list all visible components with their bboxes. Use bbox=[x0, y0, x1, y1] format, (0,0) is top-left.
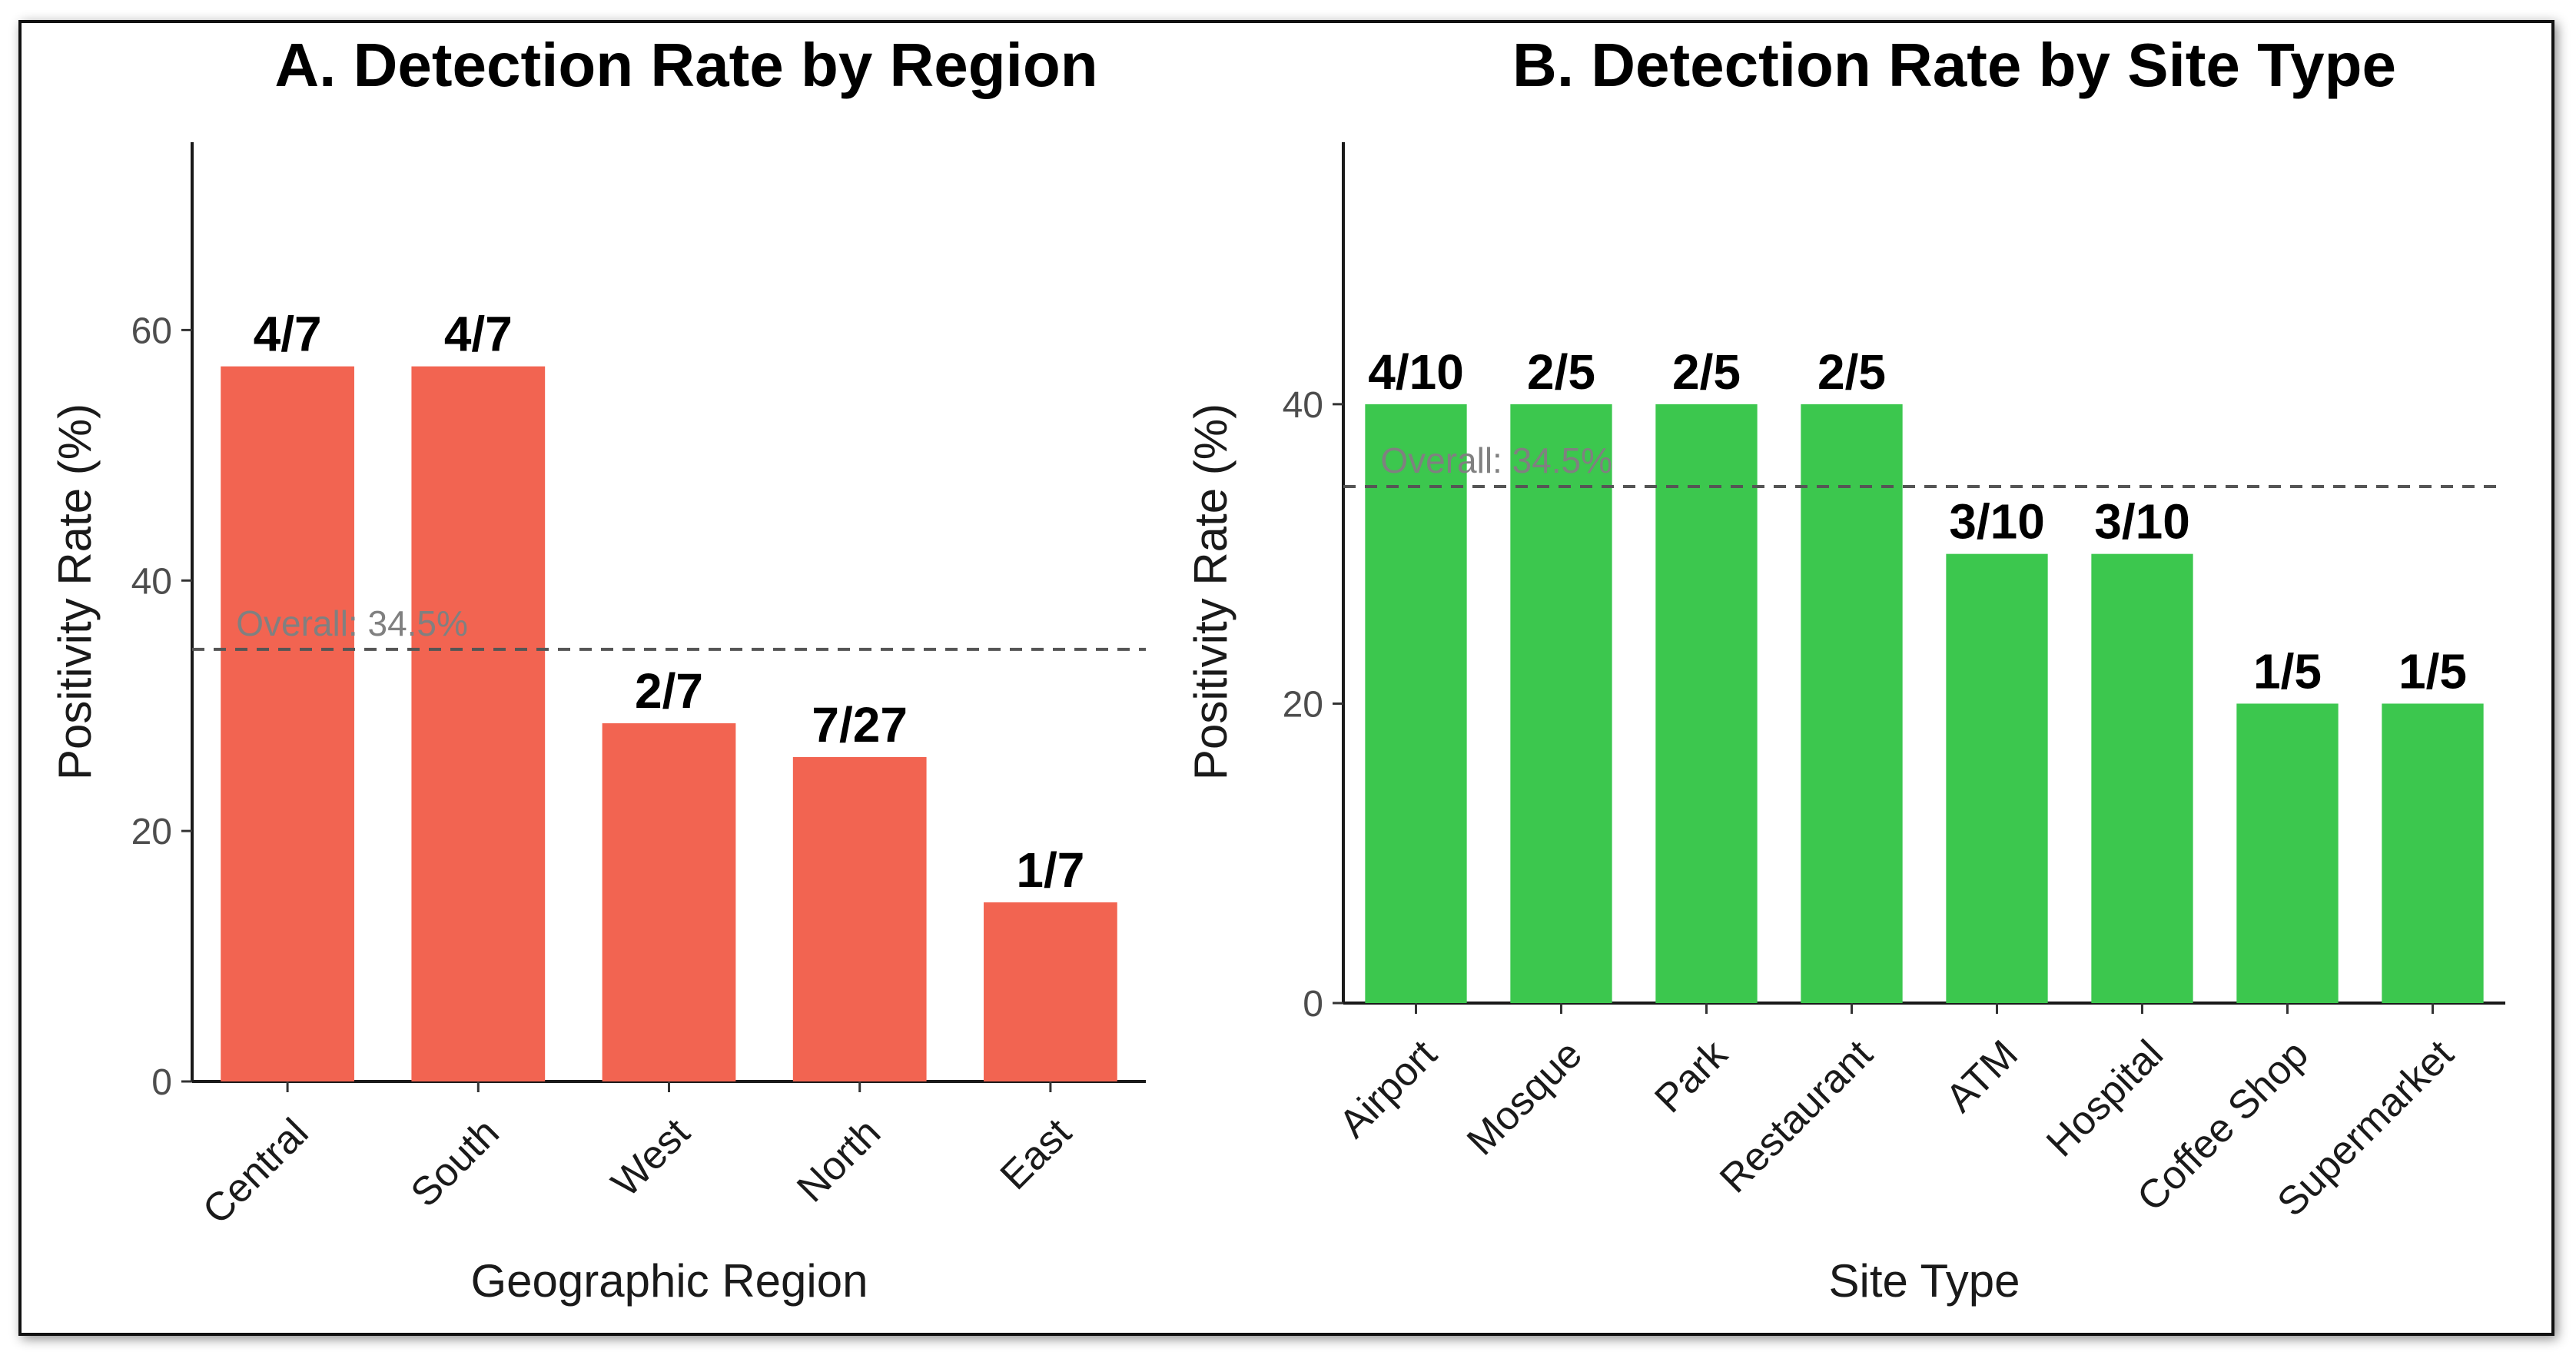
region-bar-north bbox=[792, 757, 927, 1081]
figure-canvas: A. Detection Rate by Region 0 20 40 60 4/7 Cen… bbox=[49, 31, 2505, 1307]
site-bar-coffee-shop bbox=[2236, 703, 2339, 1003]
region-category-label: Central bbox=[194, 1110, 317, 1233]
region-y-tick-label: 40 bbox=[131, 561, 172, 602]
site-category-label: Park bbox=[1646, 1031, 1736, 1121]
region-bar-label: 4/7 bbox=[254, 307, 322, 362]
site-category-label: Airport bbox=[1331, 1031, 1446, 1147]
region-bar-label: 2/7 bbox=[635, 663, 703, 719]
site-bar-atm bbox=[1946, 553, 2048, 1003]
region-panel: A. Detection Rate by Region 0 20 40 60 4/7 Cen… bbox=[49, 31, 1146, 1307]
region-y-axis-title: Positivity Rate (%) bbox=[49, 404, 101, 780]
site-bar-label: 4/10 bbox=[1368, 344, 1464, 400]
region-category-label: South bbox=[403, 1110, 508, 1215]
site-overall-label: Overall: 34.5% bbox=[1380, 440, 1612, 480]
site-bar-mosque bbox=[1510, 404, 1612, 1003]
site-bar-label: 2/5 bbox=[1527, 344, 1595, 400]
site-x-axis-title: Site Type bbox=[1828, 1255, 2020, 1307]
site-bar-park bbox=[1655, 404, 1758, 1003]
site-bar-supermarket bbox=[2382, 703, 2484, 1003]
site-y-axis-title: Positivity Rate (%) bbox=[1185, 404, 1237, 780]
site-bar-label: 1/5 bbox=[2398, 643, 2467, 699]
region-chart-title: A. Detection Rate by Region bbox=[274, 31, 1097, 99]
figure-frame: A. Detection Rate by Region 0 20 40 60 4/7 Cen… bbox=[18, 20, 2554, 1336]
site-chart-title: B. Detection Rate by Site Type bbox=[1512, 31, 2396, 99]
site-bar-label: 3/10 bbox=[2094, 494, 2190, 550]
site-bar-restaurant bbox=[1801, 404, 1903, 1003]
region-x-axis-title: Geographic Region bbox=[470, 1255, 868, 1307]
site-y-tick-label: 20 bbox=[1283, 684, 1323, 725]
region-bar-label: 1/7 bbox=[1016, 842, 1084, 898]
region-y-tick-label: 60 bbox=[131, 311, 172, 351]
region-bar-south bbox=[411, 366, 546, 1082]
region-bar-central bbox=[221, 366, 354, 1082]
region-category-label: North bbox=[788, 1110, 889, 1211]
site-category-label: Hospital bbox=[2038, 1031, 2172, 1165]
site-bar-airport bbox=[1365, 404, 1467, 1003]
site-bar-label: 2/5 bbox=[1672, 344, 1741, 400]
region-bar-label: 7/27 bbox=[812, 697, 908, 752]
site-panel: B. Detection Rate by Site Type 0 20 40 4/10 A… bbox=[1185, 31, 2505, 1307]
region-bar-east bbox=[984, 902, 1117, 1081]
region-overall-label: Overall: 34.5% bbox=[236, 603, 468, 643]
region-bar-label: 4/7 bbox=[444, 307, 513, 362]
site-bar-label: 1/5 bbox=[2253, 643, 2322, 699]
site-category-label: ATM bbox=[1937, 1031, 2027, 1121]
site-bar-label: 2/5 bbox=[1817, 344, 1886, 400]
region-category-label: East bbox=[992, 1110, 1081, 1198]
site-category-label: Mosque bbox=[1459, 1031, 1591, 1164]
site-bar-label: 3/10 bbox=[1949, 494, 2045, 550]
region-category-label: West bbox=[603, 1110, 699, 1205]
site-bar-hospital bbox=[2091, 553, 2193, 1003]
site-y-tick-label: 40 bbox=[1283, 385, 1323, 426]
site-y-tick-label: 0 bbox=[1303, 984, 1323, 1025]
region-y-tick-label: 0 bbox=[151, 1062, 172, 1103]
region-bar-west bbox=[602, 723, 736, 1081]
region-y-tick-label: 20 bbox=[131, 812, 172, 852]
site-category-label: Restaurant bbox=[1711, 1031, 1881, 1201]
